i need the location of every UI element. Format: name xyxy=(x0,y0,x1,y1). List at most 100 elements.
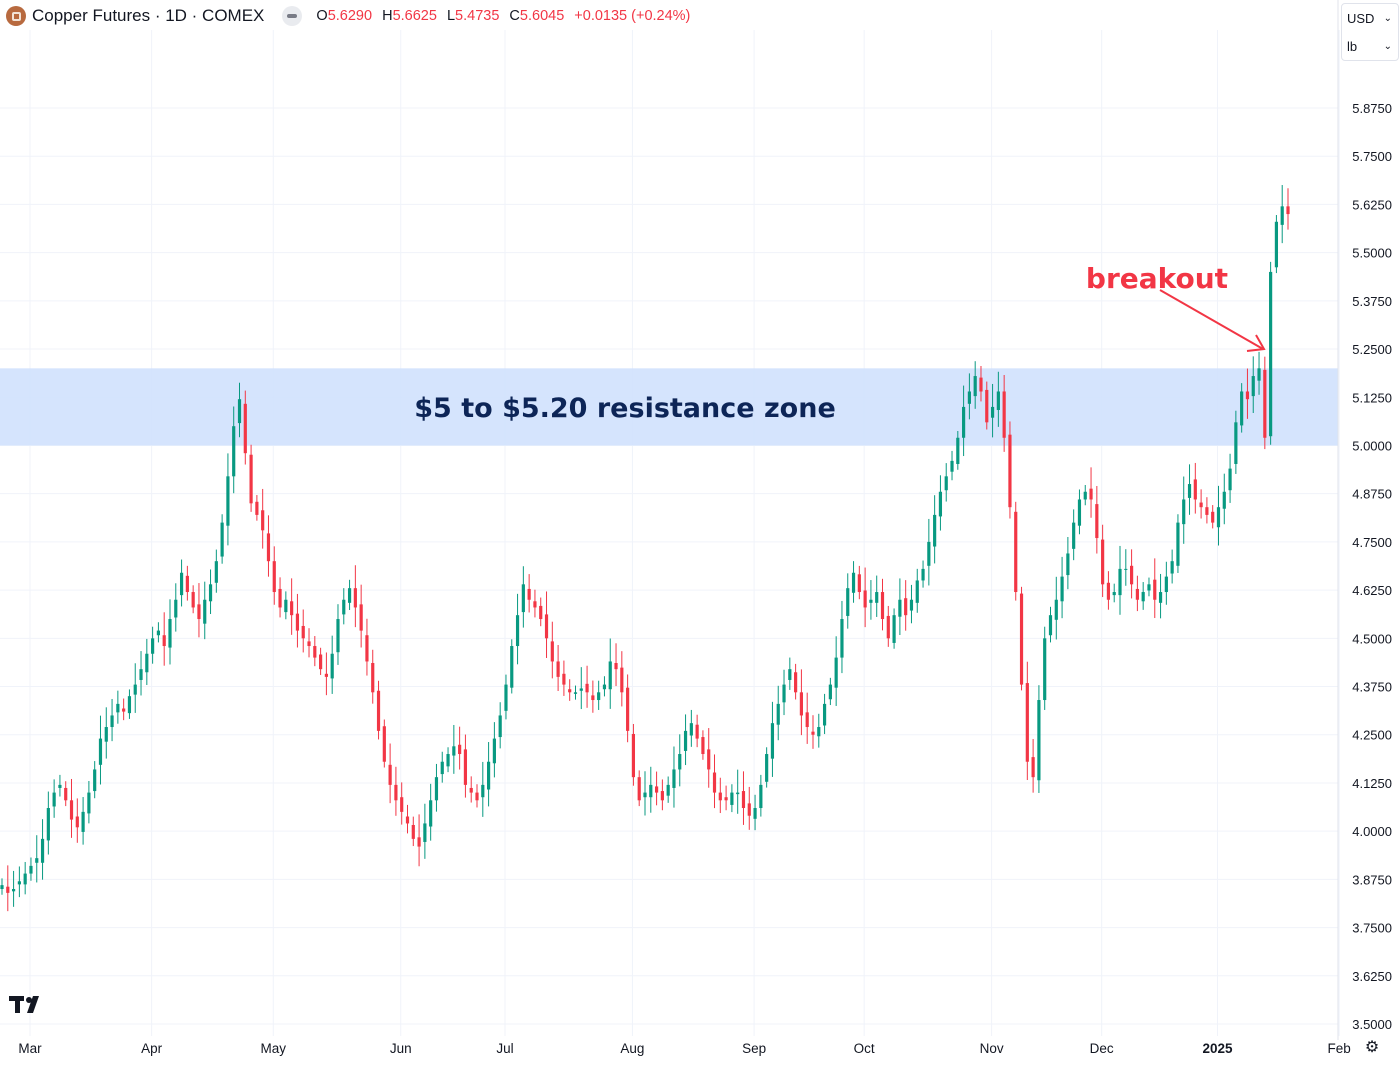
candle xyxy=(319,647,323,675)
time-tick-label: Mar xyxy=(18,1041,42,1056)
candle xyxy=(249,444,253,512)
price-tick-label: 5.6250 xyxy=(1352,197,1392,212)
copper-symbol-icon[interactable] xyxy=(6,6,26,26)
unit-value: lb xyxy=(1347,38,1358,54)
candle xyxy=(1240,383,1244,433)
unit-selector[interactable]: USD ⌄ lb ⌄ xyxy=(1341,3,1399,61)
candle xyxy=(840,600,844,674)
candle xyxy=(440,751,444,783)
candle xyxy=(110,698,114,742)
candle xyxy=(938,475,943,531)
candle xyxy=(423,803,427,859)
candle xyxy=(1014,501,1018,601)
candle xyxy=(446,747,450,773)
candle xyxy=(255,495,259,521)
candle xyxy=(243,390,247,465)
candle xyxy=(1269,261,1273,445)
price-tick-label: 5.3750 xyxy=(1352,294,1392,309)
candle xyxy=(898,578,902,635)
candle xyxy=(846,573,850,629)
candle xyxy=(1124,549,1128,586)
candle xyxy=(46,791,50,855)
candle xyxy=(765,747,769,788)
candle xyxy=(695,714,699,748)
candle xyxy=(817,713,821,748)
candle xyxy=(562,660,566,696)
candle xyxy=(365,618,369,676)
candle xyxy=(736,769,740,814)
candle xyxy=(811,715,815,749)
candle xyxy=(69,778,74,838)
candle xyxy=(956,431,960,470)
candle xyxy=(794,663,798,700)
candle xyxy=(990,383,995,438)
candle xyxy=(573,685,578,700)
open-value: 5.6290 xyxy=(327,8,373,24)
candle xyxy=(1037,685,1041,793)
price-tick-label: 4.7500 xyxy=(1352,535,1392,550)
currency-value: USD xyxy=(1347,10,1375,26)
low-value: 5.4735 xyxy=(455,8,500,24)
price-tick-label: 3.5000 xyxy=(1352,1017,1392,1032)
price-tick-label: 5.7500 xyxy=(1352,149,1392,164)
candle xyxy=(1048,606,1053,643)
collapse-dots-icon[interactable] xyxy=(282,6,303,26)
candle xyxy=(463,734,468,798)
price-tick-label: 4.0000 xyxy=(1352,824,1392,839)
candle xyxy=(602,676,607,697)
symbol-title[interactable]: Copper Futures · 1D · COMEX xyxy=(32,6,265,25)
tradingview-logo-icon[interactable] xyxy=(9,995,45,1020)
candle xyxy=(962,385,966,457)
candle xyxy=(394,766,398,816)
candle xyxy=(1147,577,1151,597)
candle xyxy=(985,381,989,430)
candle xyxy=(93,761,97,799)
candle xyxy=(81,797,85,845)
candle xyxy=(741,771,746,825)
chevron-down-icon: ⌄ xyxy=(1383,12,1392,24)
time-tick-label: 2025 xyxy=(1202,1041,1233,1056)
candle xyxy=(909,584,914,624)
candle xyxy=(620,651,624,707)
price-axis[interactable]: 5.8750 5.7500 5.6250 5.5000 5.3750 5.2500 5.12… xyxy=(1352,101,1392,1032)
candle xyxy=(556,644,560,692)
time-tick-label: Aug xyxy=(620,1041,644,1056)
resistance-zone-label: $5 to $5.20 resistance zone xyxy=(414,393,836,424)
candle xyxy=(151,626,155,664)
candle xyxy=(527,574,531,613)
candle xyxy=(828,677,832,706)
candle xyxy=(452,724,456,774)
price-tick-label: 5.1250 xyxy=(1352,390,1392,405)
candle xyxy=(707,728,711,788)
candle xyxy=(672,746,676,808)
time-tick-label: Jul xyxy=(496,1041,513,1056)
candle xyxy=(1280,185,1284,244)
candle xyxy=(417,814,421,867)
candle xyxy=(863,567,867,628)
gear-icon[interactable]: ⚙ xyxy=(1364,1039,1380,1056)
price-tick-label: 4.5000 xyxy=(1352,631,1392,646)
candle xyxy=(886,605,890,647)
candle xyxy=(29,857,33,881)
candle xyxy=(799,669,803,736)
price-tick-label: 5.5000 xyxy=(1352,246,1392,261)
candle xyxy=(1083,485,1087,506)
currency-selector[interactable]: USD ⌄ xyxy=(1342,4,1398,32)
unit-of-measure-selector[interactable]: lb ⌄ xyxy=(1342,32,1398,60)
candle xyxy=(434,763,439,812)
candle xyxy=(1199,489,1203,519)
candle xyxy=(880,578,885,631)
candles xyxy=(0,185,1290,912)
candle xyxy=(1222,473,1226,525)
candle xyxy=(996,371,1000,427)
candle xyxy=(139,651,143,696)
candle xyxy=(1153,558,1157,619)
candle xyxy=(1205,497,1209,524)
candle xyxy=(272,546,276,605)
candle xyxy=(521,566,525,628)
time-axis[interactable]: MarAprMayJunJulAugSepOctNovDec2025FebMar… xyxy=(18,1041,1400,1056)
candle xyxy=(782,669,786,716)
candle xyxy=(1072,509,1076,561)
